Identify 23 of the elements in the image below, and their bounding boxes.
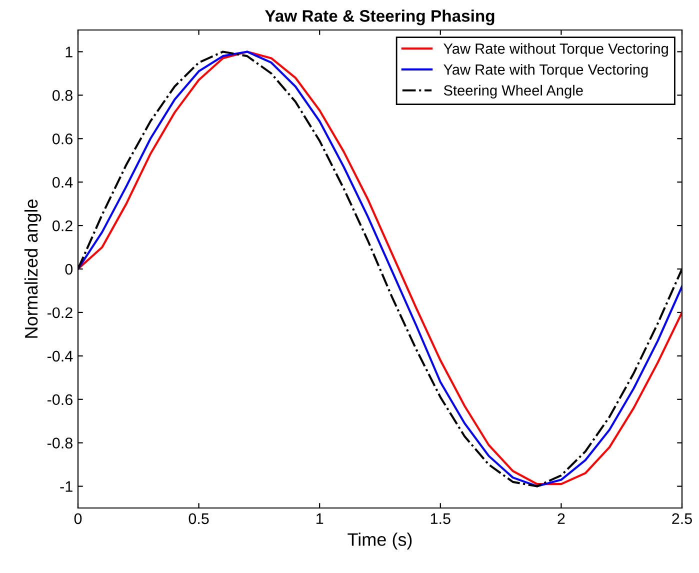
chart-title: Yaw Rate & Steering Phasing <box>264 10 494 26</box>
x-tick-label: 0.5 <box>188 513 209 524</box>
x-tick-label: 1 <box>316 513 324 524</box>
y-tick-label: 0 <box>65 264 73 275</box>
legend-label: Steering Wheel Angle <box>444 84 583 98</box>
x-axis-title: Time (s) <box>348 532 412 550</box>
y-tick-label: -0.4 <box>47 350 73 362</box>
x-tick-label: 0 <box>74 513 82 524</box>
y-tick-label: 1 <box>66 46 72 58</box>
x-tick-label: 1.5 <box>430 513 450 524</box>
y-tick-label: -1 <box>60 481 72 492</box>
legend-label: Yaw Rate without Torque Vectoring <box>444 43 668 57</box>
y-tick-label: 0.8 <box>52 90 72 101</box>
y-tick-label: -0.2 <box>47 307 72 318</box>
y-axis-title: Normalized angle <box>24 200 42 338</box>
y-tick-label: -0.6 <box>47 394 72 406</box>
x-tick-label: 2 <box>558 513 565 524</box>
legend-label: Yaw Rate with Torque Vectoring <box>444 64 648 78</box>
y-tick-label: 0.2 <box>52 220 72 232</box>
y-tick-label: 0.6 <box>52 134 72 144</box>
y-tick-label: 0.4 <box>52 176 73 188</box>
y-tick-label: -0.8 <box>47 438 72 449</box>
x-tick-label: 2.5 <box>672 513 692 524</box>
